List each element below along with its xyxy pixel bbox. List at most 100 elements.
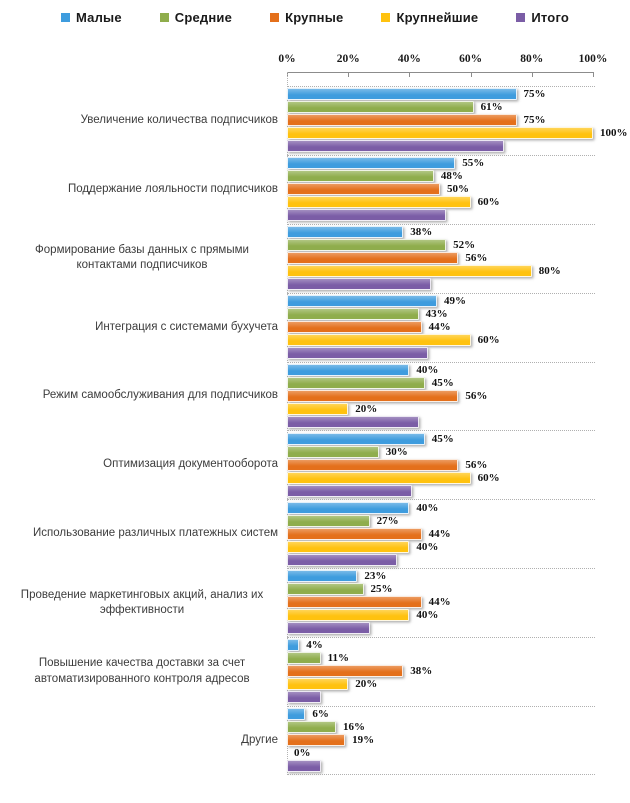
category-label-cell: Повышение качества доставки за счет авто… xyxy=(0,637,287,706)
bar-Крупные xyxy=(287,252,459,264)
category-label-cell: Другие xyxy=(0,706,287,775)
category-label: Увеличение количества подписчиков xyxy=(80,113,278,126)
bar-value-label: 40% xyxy=(416,540,439,553)
category-row: Интеграция с системами бухучета 49% 43% 44%… xyxy=(0,292,630,362)
bar-slot: 60% xyxy=(287,333,630,346)
bar-group: 45% 30% 56% 60% xyxy=(287,430,630,499)
bar-slot: 44% xyxy=(287,527,630,540)
legend-label: Малые xyxy=(75,9,122,25)
bar-value-label: 56% xyxy=(465,458,488,471)
bar-Средние xyxy=(287,583,364,596)
legend-label: Итого xyxy=(531,9,570,25)
bar-slot xyxy=(287,209,630,222)
bar-group: 23% 25% 44% 40% xyxy=(287,568,630,637)
bar-value-label: 11% xyxy=(327,652,350,665)
bar-value-label: 43% xyxy=(425,307,448,320)
bar-Малые xyxy=(287,294,437,307)
bar-slot: 49% xyxy=(287,294,630,307)
bar-slot xyxy=(287,415,630,428)
category-row: Повышение качества доставки за счет авто… xyxy=(0,637,630,706)
bar-value-label: 6% xyxy=(312,708,329,721)
bar-Итого xyxy=(287,484,413,497)
bar-slot: 75% xyxy=(287,88,630,101)
category-label: Использование различных платежных систем xyxy=(33,527,278,540)
bar-Малые xyxy=(287,501,410,514)
bar-Крупные xyxy=(287,527,422,540)
bar-slot xyxy=(287,760,630,773)
bar-slot xyxy=(287,553,630,566)
bar-value-label: 80% xyxy=(538,265,561,278)
bar-value-label: 19% xyxy=(352,734,375,747)
bar-Итого xyxy=(287,691,321,704)
legend-item: Крупные xyxy=(270,10,343,25)
bar-slot: 75% xyxy=(287,114,630,127)
bar-slot: 60% xyxy=(287,471,630,484)
axis-tick-label: 40% xyxy=(397,53,421,65)
bar-slot: 20% xyxy=(287,678,630,691)
bar-Крупнейшие xyxy=(287,471,471,484)
bar-value-label: 23% xyxy=(364,570,387,583)
bar-Крупные xyxy=(287,320,422,333)
bar-value-label: 40% xyxy=(416,363,439,376)
legend-label: Средние xyxy=(174,9,233,25)
legend-item: Крупнейшие xyxy=(381,10,478,25)
category-label-cell: Интеграция с системами бухучета xyxy=(0,293,287,362)
bar-slot: 56% xyxy=(287,252,630,264)
category-row: Режим самообслуживания для подписчиков 40… xyxy=(0,361,630,431)
bar-slot: 48% xyxy=(287,170,630,183)
bar-Крупные xyxy=(287,458,459,471)
axis-tick xyxy=(470,72,472,77)
bar-slot: 6% xyxy=(287,708,630,721)
bar-Крупнейшие xyxy=(287,402,349,415)
bar-Итого xyxy=(287,346,428,359)
bar-Средние xyxy=(287,721,336,734)
bar-group: 75% 61% 75% 100% xyxy=(287,86,630,155)
bar-group: 40% 45% 56% 20% xyxy=(287,361,630,431)
bar-slot: 0% xyxy=(287,747,630,759)
axis-line xyxy=(287,72,594,73)
legend-item: Средние xyxy=(159,9,233,25)
category-label: Оптимизация документооборота xyxy=(103,458,278,471)
bar-Итого xyxy=(287,553,398,566)
bar-Малые xyxy=(287,363,410,376)
bar-value-label: 25% xyxy=(370,583,393,596)
bar-Крупные xyxy=(287,596,422,609)
bar-value-label: 56% xyxy=(465,252,488,264)
bar-group: 55% 48% 50% 60% xyxy=(287,154,630,224)
bar-Крупнейшие xyxy=(287,265,532,278)
bar-group: 49% 43% 44% 60% xyxy=(287,292,630,362)
bar-slot: 40% xyxy=(287,363,630,376)
bar-value-label: 0% xyxy=(294,747,311,760)
bar-value-label: 27% xyxy=(376,514,399,527)
axis-tick xyxy=(348,72,350,77)
bar-Крупнейшие xyxy=(287,678,349,691)
bar-value-label: 16% xyxy=(342,721,365,734)
legend: Малые Средние Крупные Крупнейшие Итого xyxy=(0,7,630,27)
bar-Крупнейшие xyxy=(287,127,593,140)
bar-Итого xyxy=(287,622,370,635)
bar-Итого xyxy=(287,278,431,291)
bar-slot: 56% xyxy=(287,458,630,471)
category-label: Режим самообслуживания для подписчиков xyxy=(42,389,278,402)
category-label: Повышение качества доставки за счет авто… xyxy=(34,657,250,685)
bar-value-label: 60% xyxy=(477,471,500,484)
bar-Крупные xyxy=(287,183,440,196)
bar-slot: 45% xyxy=(287,432,630,445)
legend-swatch-icon xyxy=(159,12,169,22)
bar-Крупнейшие xyxy=(287,609,410,622)
bar-value-label: 55% xyxy=(462,157,485,170)
bar-Малые xyxy=(287,88,517,101)
bar-slot: 55% xyxy=(287,157,630,170)
bar-slot: 30% xyxy=(287,445,630,458)
bar-slot: 4% xyxy=(287,639,630,652)
bar-slot xyxy=(287,484,630,497)
bar-Средние xyxy=(287,307,419,320)
bar-value-label: 61% xyxy=(480,101,503,114)
bar-Малые xyxy=(287,225,404,238)
bar-slot: 20% xyxy=(287,402,630,415)
bar-value-label: 20% xyxy=(355,402,378,415)
bar-Средние xyxy=(287,514,370,527)
bar-Итого xyxy=(287,140,505,153)
bar-value-label: 38% xyxy=(410,225,433,238)
category-label-cell: Оптимизация документооборота xyxy=(0,430,287,499)
